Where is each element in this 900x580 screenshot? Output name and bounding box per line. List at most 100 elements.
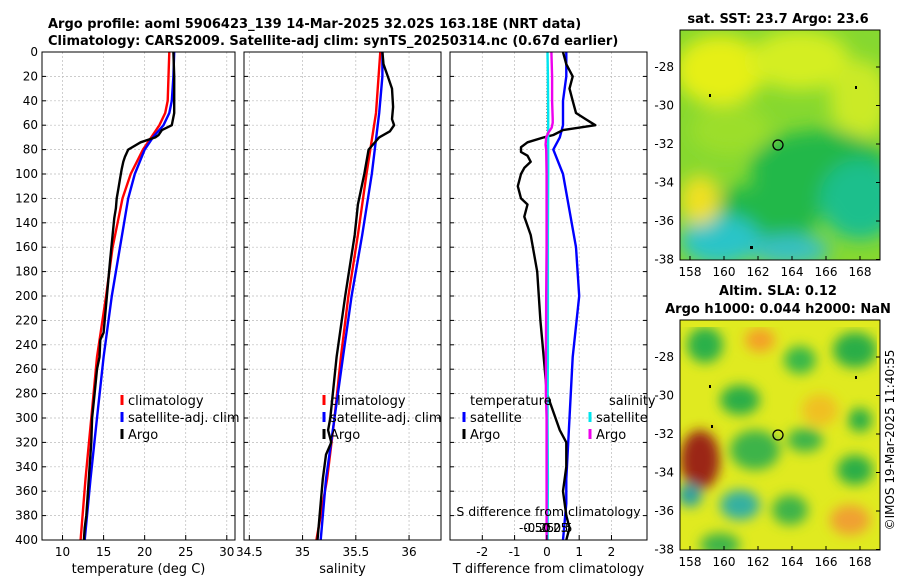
map-x-tick-label: 160: [713, 265, 736, 279]
secondary-tick-label: 0.5: [553, 521, 572, 535]
x-tick-label: 25: [178, 545, 193, 559]
map-x-tick-label: 166: [815, 265, 838, 279]
y-tick-label: 80: [23, 143, 38, 157]
map-y-tick-label: -30: [654, 389, 674, 403]
map-x-tick-label: 166: [815, 555, 838, 569]
sst-map-frame: [679, 29, 881, 261]
sst-land-mark: [855, 86, 857, 89]
sla-map-subtitle: Argo h1000: 0.044 h2000: NaN: [665, 302, 891, 317]
watermark: ©IMOS 19-Mar-2025 11:40:55: [883, 350, 897, 531]
map-y-tick-label: -32: [654, 137, 674, 151]
header-title: Argo profile: aoml 5906423_139 14-Mar-20…: [48, 17, 581, 32]
sla-map-title: Altim. SLA: 0.12: [719, 284, 837, 299]
sla-map: Altim. SLA: 0.12 Argo h1000: 0.044 h2000…: [654, 284, 890, 569]
map-y-tick-label: -36: [654, 214, 674, 228]
x-tick-label: 0: [543, 545, 551, 559]
secondary-tick-label: 0.25: [542, 521, 569, 535]
legend-title: temperature: [470, 394, 552, 409]
map-x-tick-label: 160: [713, 555, 736, 569]
y-tick-label: 140: [15, 216, 38, 230]
map-y-tick-label: -38: [654, 253, 674, 267]
x-axis-label: salinity: [319, 562, 366, 577]
series-line-t-argo: [516, 51, 597, 541]
x-tick-label: 35: [295, 545, 310, 559]
x-tick-label: 34.5: [236, 545, 263, 559]
legend-label: Argo: [330, 428, 360, 443]
x-tick-label: 15: [96, 545, 111, 559]
y-tick-label: 180: [15, 265, 38, 279]
x-axis-label: temperature (deg C): [72, 562, 206, 577]
y-tick-label: 240: [15, 338, 38, 352]
map-y-tick-label: -28: [654, 350, 674, 364]
map-x-tick-label: 162: [747, 555, 770, 569]
y-tick-label: 340: [15, 460, 38, 474]
map-y-tick-label: -36: [654, 504, 674, 518]
legend-label: satellite: [470, 411, 522, 426]
series-line-s-argo: [544, 51, 554, 540]
sla-land-mark: [709, 385, 711, 388]
x-tick-label: 20: [137, 545, 152, 559]
sst-land-mark: [750, 246, 753, 249]
x-tick-label: 10: [55, 545, 70, 559]
x-tick-label: 35.5: [342, 545, 369, 559]
y-tick-label: 360: [15, 484, 38, 498]
sla-argo-marker: [772, 429, 784, 441]
legend-label: satellite-adj. clim: [128, 411, 240, 426]
sla-map-ticks: 158 160 162 164 166 168 -28 -30 -32 -34 -36 -38: [654, 350, 880, 569]
y-tick-label: 40: [23, 94, 38, 108]
x-tick-label: 36: [401, 545, 416, 559]
sst-map: sat. SST: 23.7 Argo: 23.6 158 160 162 164 16…: [654, 12, 881, 279]
y-tick-label: 0: [30, 45, 38, 59]
y-tick-label: 280: [15, 387, 38, 401]
sst-map-ticks: 158 160 162 164 166 168 -28 -30 -32 -34 -36 -38: [654, 60, 880, 279]
legend-label: climatology: [330, 394, 406, 409]
map-x-tick-label: 168: [849, 555, 872, 569]
map-y-tick-label: -38: [654, 543, 674, 557]
map-x-tick-label: 164: [781, 555, 804, 569]
sst-map-title: sat. SST: 23.7 Argo: 23.6: [687, 12, 868, 27]
x-tick-label: 2: [608, 545, 616, 559]
sst-argo-marker: [772, 139, 784, 151]
panel-salinity: 34.5 35 35.5 36 salinity climatology satellite…: [236, 51, 442, 577]
map-x-tick-label: 158: [679, 265, 702, 279]
x-tick-label: 1: [575, 545, 583, 559]
legend-label: Argo: [128, 428, 158, 443]
legend-label: Argo: [596, 428, 626, 443]
header-subtitle: Climatology: CARS2009. Satellite-adj cli…: [48, 34, 618, 49]
y-tick-label: 380: [15, 509, 38, 523]
x-tick-label: -2: [476, 545, 488, 559]
legend-label: Argo: [470, 428, 500, 443]
map-x-tick-label: 158: [679, 555, 702, 569]
y-tick-label: 60: [23, 118, 38, 132]
series-line-satellite-adj-clim: [83, 51, 176, 541]
x-tick-label: -1: [509, 545, 521, 559]
series-line-argo: [82, 51, 176, 541]
secondary-tick-label: 0: [543, 521, 551, 535]
y-tick-label: 200: [15, 289, 38, 303]
map-y-tick-label: -32: [654, 427, 674, 441]
legend-label: satellite-adj. clim: [330, 411, 442, 426]
secondary-tick-label: -0.5: [519, 521, 542, 535]
y-tick-label: 400: [15, 533, 38, 547]
y-tick-label: 20: [23, 69, 38, 83]
sla-land-mark: [711, 425, 713, 428]
sla-map-frame: [679, 319, 881, 551]
y-tick-label: 120: [15, 191, 38, 205]
panel-difference: -2 -1 0 1 2 T difference from climatology temp…: [449, 51, 656, 577]
sst-land-mark: [709, 94, 711, 97]
map-y-tick-label: -34: [654, 466, 674, 480]
y-tick-label: 320: [15, 435, 38, 449]
y-tick-label: 160: [15, 240, 38, 254]
y-tick-label: 100: [15, 167, 38, 181]
x-tick-label: 30: [219, 545, 234, 559]
y-tick-label: 300: [15, 411, 38, 425]
legend-label: satellite: [596, 411, 648, 426]
series-line-argo: [316, 51, 396, 541]
sla-land-mark: [855, 376, 857, 379]
secondary-tick-label: -0.25: [523, 521, 554, 535]
secondary-axis-label: S difference from climatology: [456, 504, 641, 519]
panel-temperature: 10 15 20 25 30 temperature (deg C) 0 20 40 60 80 10…: [15, 45, 240, 577]
map-x-tick-label: 164: [781, 265, 804, 279]
